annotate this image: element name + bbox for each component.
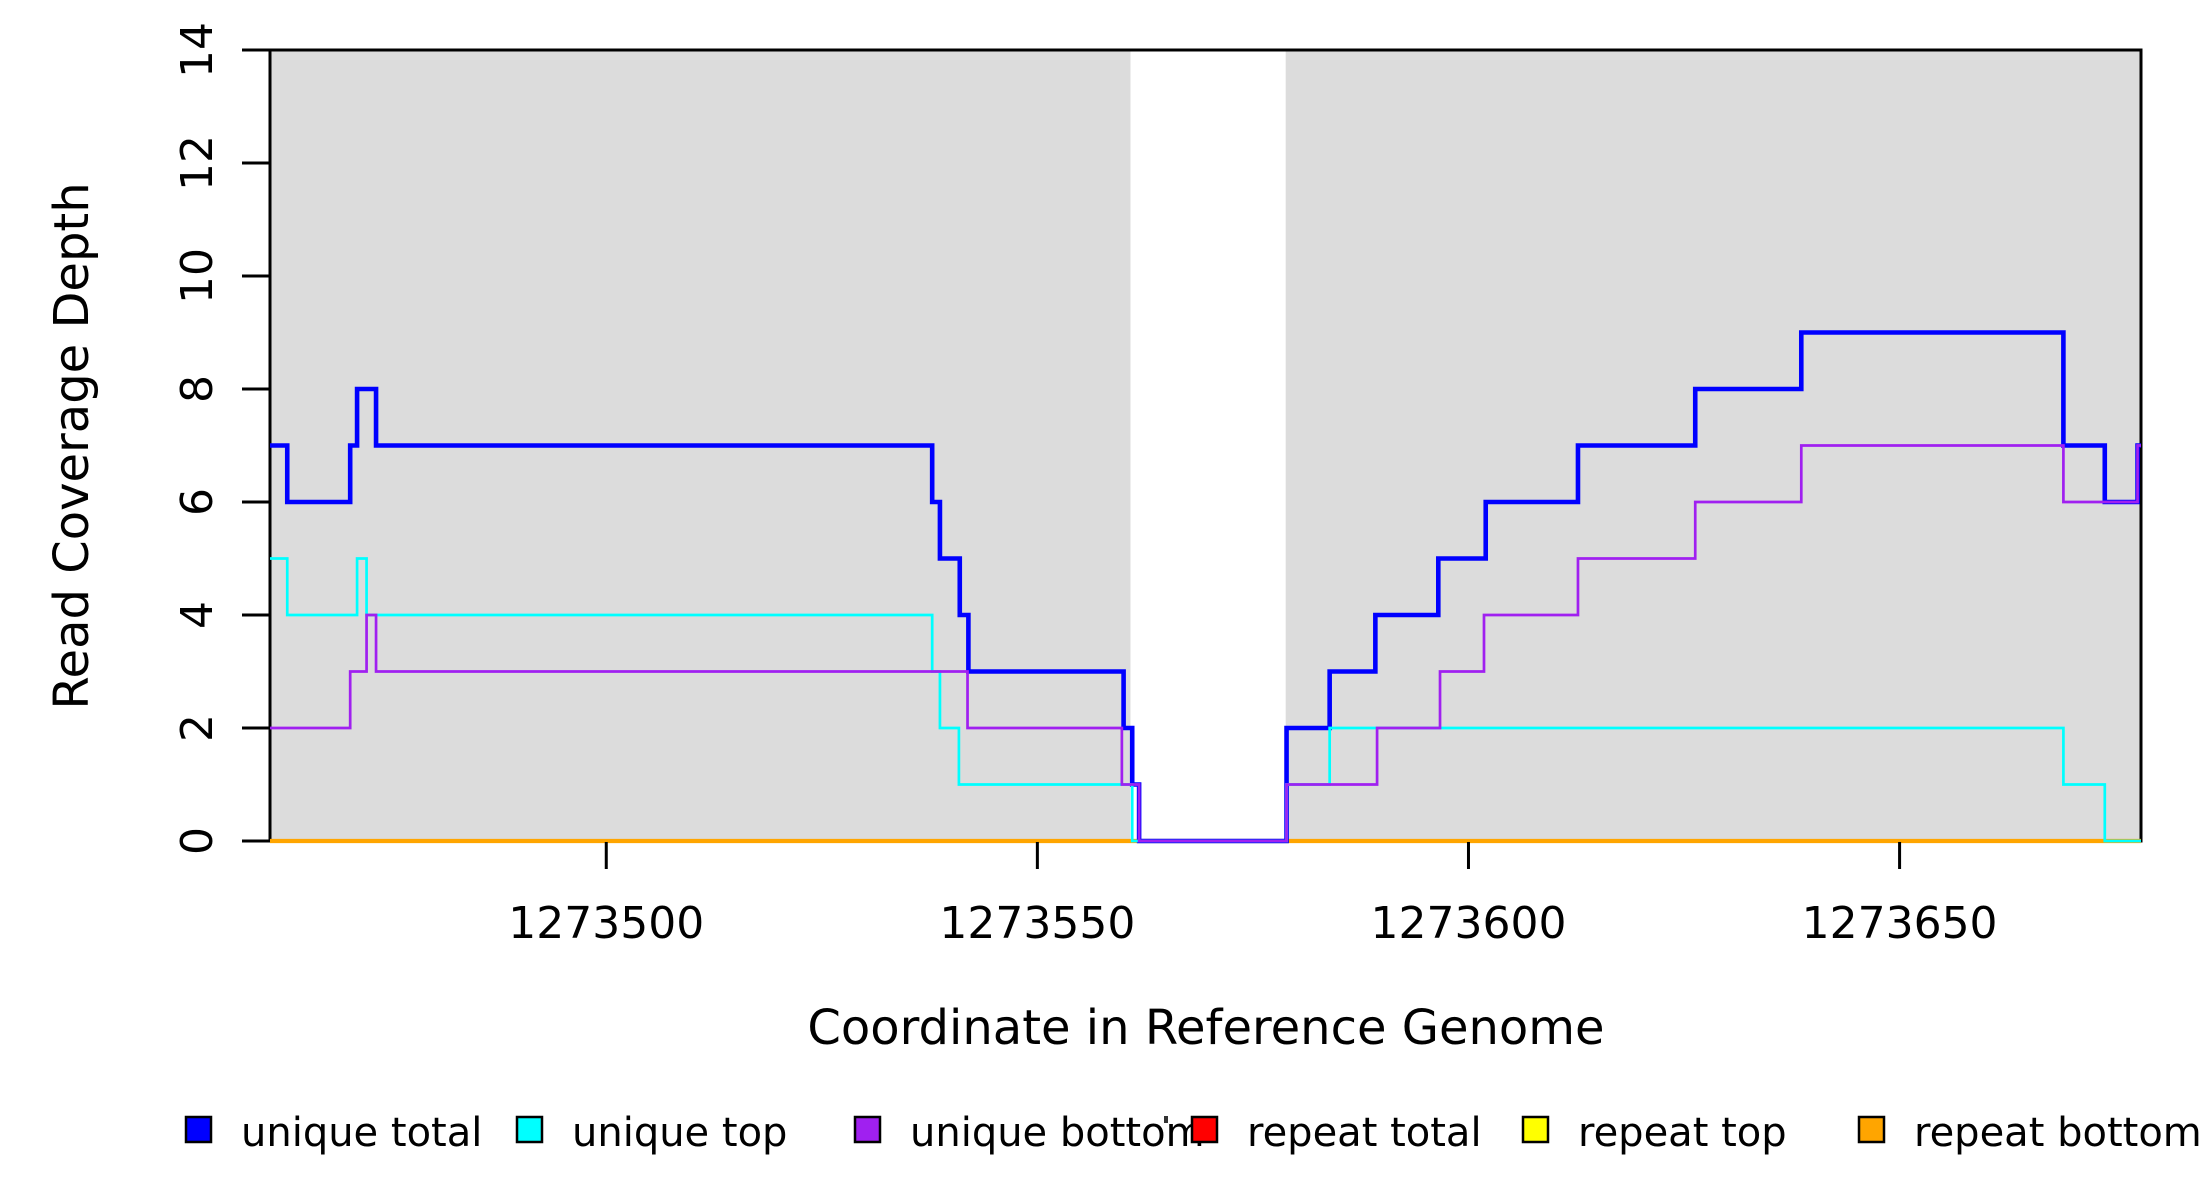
legend-swatch-unique-bottom (853, 1115, 882, 1144)
chart-series-layer (270, 330, 2141, 844)
legend-swatch-unique-top (515, 1115, 544, 1144)
series-line-unique-bottom (270, 444, 2141, 843)
legend-swatch-repeat-total (1190, 1115, 1219, 1144)
legend-item-unique-top: unique top (515, 1110, 787, 1156)
x-axis-tick-label: 1273650 (1802, 898, 1998, 949)
stray-mark (1164, 1116, 1168, 1123)
legend-item-repeat-bottom: repeat bottom (1857, 1110, 2200, 1156)
legend-label: repeat top (1578, 1110, 1787, 1156)
y-axis-tick-label: 10 (172, 248, 223, 304)
legend-swatch-repeat-top (1521, 1115, 1550, 1144)
y-axis-tick-label: 12 (172, 135, 223, 191)
legend-label: repeat bottom (1914, 1110, 2200, 1156)
y-axis-tick-label: 6 (172, 488, 223, 516)
y-axis-tick-label: 8 (172, 375, 223, 403)
y-axis-tick-label: 4 (172, 601, 223, 629)
series-line-unique-top (270, 557, 2141, 843)
chart-axes-layer: 1273500 1273550 1273600 1273650 0 2 4 6 8 10 12 14 (172, 22, 1998, 949)
y-axis-tick-label: 2 (172, 714, 223, 742)
y-axis-tick-label: 14 (172, 22, 223, 78)
legend-label: unique total (241, 1110, 482, 1156)
y-axis-tick-label: 0 (172, 827, 223, 855)
legend-item-repeat-top: repeat top (1521, 1110, 1787, 1156)
legend-item-unique-bottom: unique bottom (853, 1110, 1205, 1156)
legend-swatch-repeat-bottom (1857, 1115, 1886, 1144)
y-axis-title: Read Coverage Depth (44, 182, 100, 709)
x-axis-tick-label: 1273500 (508, 898, 704, 949)
x-axis-tick-label: 1273600 (1370, 898, 1566, 949)
chart-legend: unique total unique top unique bottom repea… (184, 1110, 2200, 1156)
legend-item-unique-total: unique total (184, 1110, 482, 1156)
legend-label: unique bottom (910, 1110, 1205, 1156)
legend-item-repeat-total: repeat total (1190, 1110, 1482, 1156)
x-axis-tick-label: 1273550 (939, 898, 1135, 949)
legend-label: unique top (572, 1110, 787, 1156)
legend-swatch-unique-total (184, 1115, 213, 1144)
x-axis-title: Coordinate in Reference Genome (807, 1000, 1604, 1056)
legend-label: repeat total (1247, 1110, 1482, 1156)
